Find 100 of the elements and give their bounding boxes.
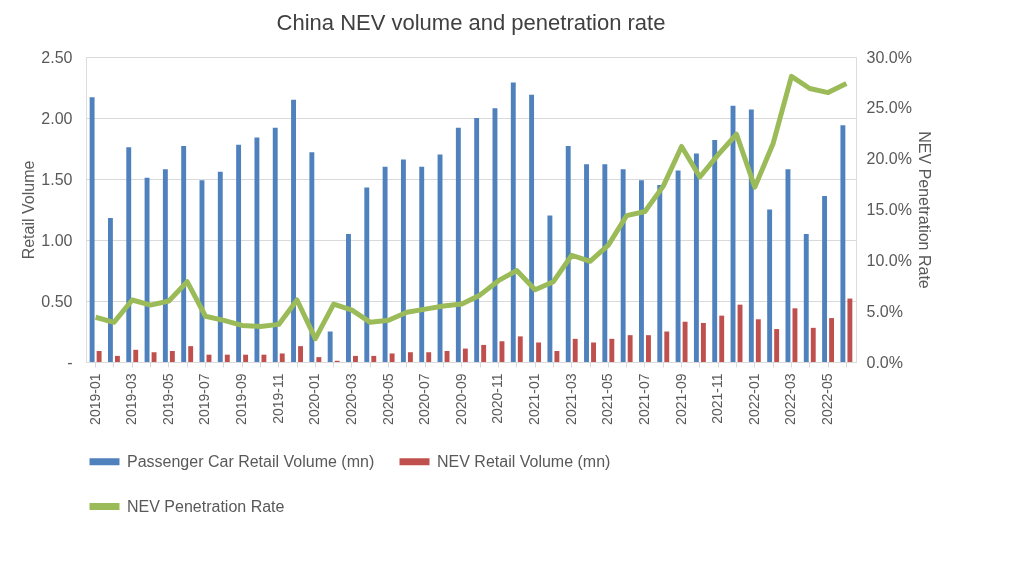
bar xyxy=(236,144,242,362)
bar xyxy=(353,355,358,362)
bar xyxy=(298,346,303,362)
x-tick-label: 2019-03 xyxy=(123,373,140,425)
bar xyxy=(646,335,651,362)
bar xyxy=(371,355,377,362)
bar xyxy=(755,319,761,362)
legend-label: Passenger Car Retail Volume (mn) xyxy=(127,452,375,470)
bar xyxy=(133,349,139,362)
y2-tick-label: 20.0% xyxy=(866,150,912,168)
x-tick-label: 2021-03 xyxy=(562,373,579,425)
y-tick-label: - xyxy=(67,353,73,371)
x-tick-label: 2021-09 xyxy=(672,373,689,425)
x-tick-label: 2021-11 xyxy=(709,373,726,424)
bar xyxy=(664,331,670,362)
x-tick-label: 2021-01 xyxy=(526,373,543,425)
x-tick-label: 2019-07 xyxy=(196,373,213,425)
bar xyxy=(455,127,461,362)
y2-tick-label: 25.0% xyxy=(866,99,912,117)
x-tick-label: 2019-11 xyxy=(269,373,286,424)
bar xyxy=(572,338,578,362)
x-tick-label: 2021-05 xyxy=(599,373,616,425)
bar xyxy=(389,353,395,362)
bar xyxy=(291,99,296,362)
x-tick-label: 2021-07 xyxy=(635,373,652,425)
bar xyxy=(565,146,571,362)
bar xyxy=(712,139,718,362)
x-tick-label: 2019-05 xyxy=(159,373,176,425)
bar xyxy=(803,233,809,362)
x-tick-label: 2020-05 xyxy=(379,373,396,425)
bar xyxy=(481,344,487,362)
bar xyxy=(517,336,523,362)
bar xyxy=(217,171,223,362)
y-tick-label: 2.00 xyxy=(41,109,73,127)
y2-tick-label: 30.0% xyxy=(866,48,912,66)
bar xyxy=(675,170,681,362)
bar xyxy=(279,353,285,362)
bar xyxy=(96,351,102,362)
x-tick-label: 2020-01 xyxy=(306,373,323,425)
bar xyxy=(364,187,370,362)
bar xyxy=(224,354,230,362)
bar xyxy=(272,127,278,362)
bar xyxy=(639,180,644,362)
x-tick-label: 2019-01 xyxy=(86,373,103,425)
chart-title: China NEV volume and penetration rate xyxy=(276,10,666,35)
bar xyxy=(810,327,816,362)
bar xyxy=(309,152,315,362)
legend-label: NEV Retail Volume (mn) xyxy=(437,452,611,470)
bar xyxy=(316,357,322,362)
bar xyxy=(181,146,187,362)
bar xyxy=(700,322,706,362)
bar xyxy=(162,169,168,362)
x-tick-label: 2020-09 xyxy=(452,373,469,425)
bar xyxy=(627,335,633,362)
bar xyxy=(847,298,853,362)
bar xyxy=(126,147,132,362)
y2-tick-label: 5.0% xyxy=(866,302,903,320)
bar xyxy=(169,351,175,362)
bar xyxy=(107,218,113,362)
bar xyxy=(426,352,432,362)
bar xyxy=(822,196,828,362)
bar xyxy=(602,164,608,362)
bar xyxy=(693,153,699,362)
bar xyxy=(584,164,589,362)
y2-axis-title: NEV Penetration Rate xyxy=(915,131,933,289)
bar xyxy=(243,354,249,362)
bar xyxy=(620,169,626,362)
bar xyxy=(114,355,120,362)
legend-label: NEV Penetration Rate xyxy=(127,497,285,515)
bar xyxy=(382,166,388,362)
bar xyxy=(767,209,773,362)
bar xyxy=(840,125,846,362)
bar xyxy=(609,338,615,362)
bar xyxy=(254,137,260,362)
y-tick-label: 2.50 xyxy=(41,48,73,66)
y-tick-label: 0.50 xyxy=(41,292,73,310)
bar xyxy=(829,318,835,362)
bar xyxy=(474,118,480,362)
x-tick-label: 2020-03 xyxy=(342,373,359,425)
x-tick-label: 2019-09 xyxy=(233,373,250,425)
bar xyxy=(748,109,754,362)
bar xyxy=(346,233,351,362)
bar xyxy=(536,342,542,362)
bar xyxy=(407,352,413,362)
bar xyxy=(719,315,725,362)
y2-tick-label: 10.0% xyxy=(866,251,912,269)
bar xyxy=(462,348,468,362)
bar xyxy=(89,97,95,362)
x-tick-label: 2022-01 xyxy=(745,373,762,425)
bar xyxy=(554,351,560,362)
x-tick-label: 2020-11 xyxy=(489,373,506,424)
y-tick-label: 1.00 xyxy=(41,231,73,249)
bar xyxy=(682,321,688,362)
bar xyxy=(774,329,780,362)
x-tick-label: 2022-03 xyxy=(782,373,799,425)
y2-tick-label: 0.0% xyxy=(866,353,903,371)
y-axis-title: Retail Volume xyxy=(20,160,38,260)
bar xyxy=(591,342,596,362)
bar xyxy=(400,159,406,362)
y-tick-label: 1.50 xyxy=(41,170,73,188)
